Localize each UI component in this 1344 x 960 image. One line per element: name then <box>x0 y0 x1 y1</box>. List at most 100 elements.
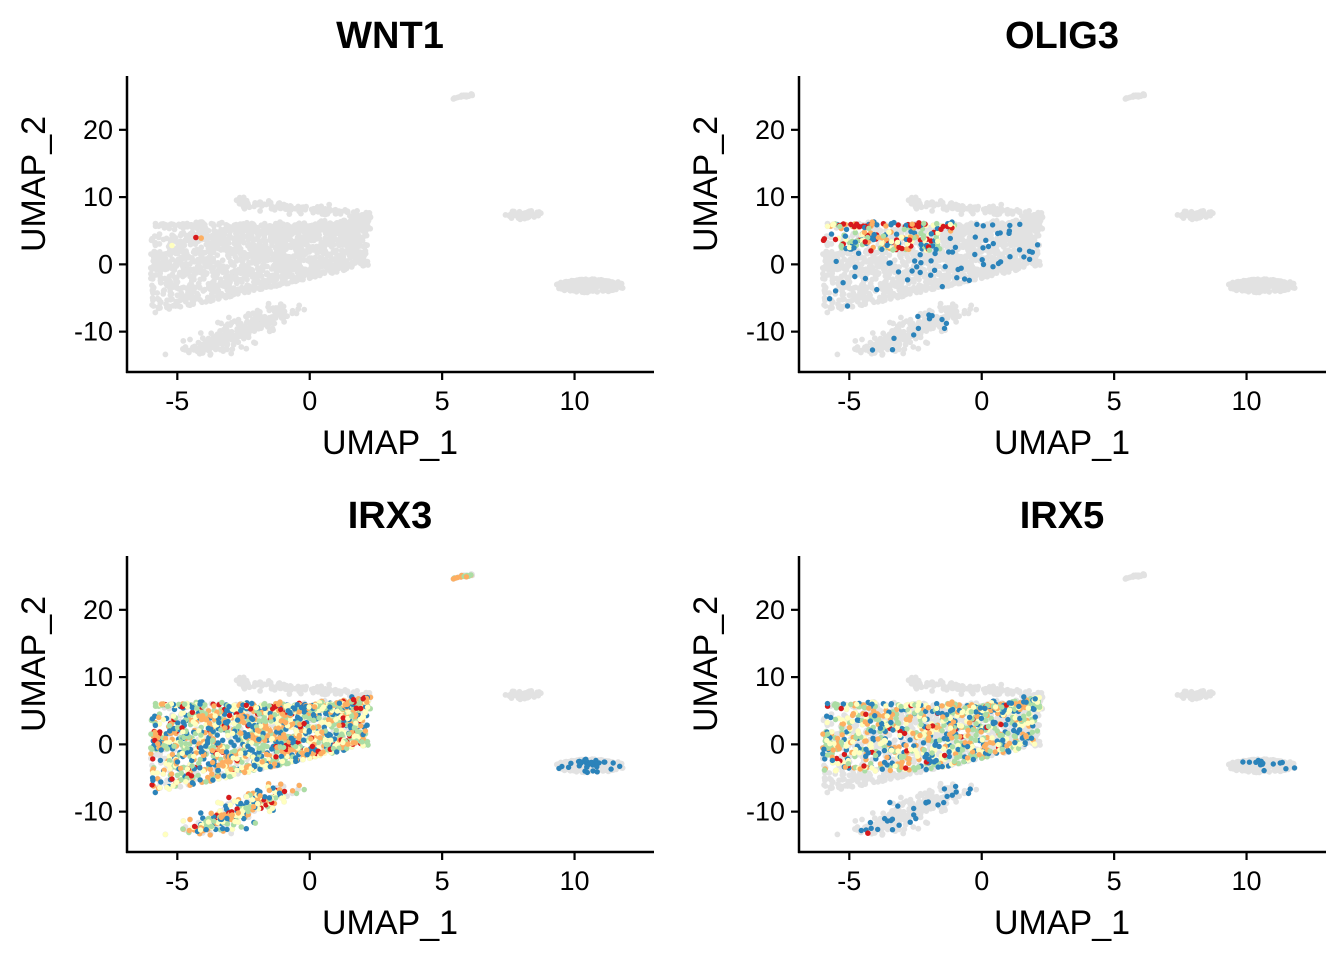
cell-point <box>905 258 912 264</box>
cell-point <box>248 220 255 227</box>
cell-point <box>216 267 223 274</box>
cell-point <box>319 226 326 232</box>
cell-point <box>211 288 218 295</box>
cell-point <box>887 319 893 326</box>
cell-point <box>209 257 216 264</box>
cell-point <box>972 276 978 283</box>
cell-point <box>960 255 967 262</box>
cell-point <box>251 282 258 289</box>
cell-point <box>874 259 880 266</box>
cell-point <box>255 256 262 263</box>
cell-point <box>357 239 363 246</box>
cell-point <box>279 231 286 238</box>
cell-point <box>929 199 935 206</box>
cell-point <box>910 250 916 257</box>
cell-point <box>958 211 965 218</box>
cell-point <box>1014 207 1021 214</box>
cell-point <box>257 199 263 206</box>
cell-point <box>254 276 260 283</box>
cell-point <box>536 209 542 215</box>
cell-point <box>228 286 234 293</box>
cell-point <box>327 257 334 264</box>
cell-point <box>218 334 225 341</box>
cell-point <box>259 278 266 285</box>
cell-point <box>154 260 161 267</box>
cell-point <box>1008 242 1014 249</box>
cell-point <box>858 347 865 354</box>
cell-point <box>869 297 875 303</box>
cell-point <box>152 242 159 249</box>
cell-point <box>964 205 971 212</box>
cell-point <box>260 221 267 228</box>
cell-point <box>251 203 257 210</box>
cell-point <box>923 203 929 210</box>
cell-point <box>238 250 244 257</box>
cell-point <box>223 269 230 275</box>
cell-point <box>318 240 325 247</box>
cell-point <box>846 279 853 285</box>
cell-point <box>868 284 875 291</box>
cell-point <box>939 234 946 240</box>
x-tick-label: 10 <box>560 386 590 416</box>
cell-point <box>190 273 197 280</box>
cell-point <box>957 227 963 234</box>
cell-point <box>266 307 273 314</box>
cell-point <box>215 260 222 266</box>
cell-point <box>973 306 980 313</box>
cell-point <box>317 254 323 261</box>
cell-point <box>254 247 261 254</box>
cell-point <box>345 261 351 268</box>
cell-point <box>219 219 225 226</box>
cell-point <box>896 335 902 342</box>
cell-point <box>245 326 252 333</box>
cell-point <box>829 277 836 284</box>
cell-point <box>212 233 219 239</box>
cell-point <box>202 259 208 266</box>
cell-point <box>209 279 216 286</box>
cell-point <box>921 316 928 323</box>
cell-point <box>881 279 888 286</box>
cell-point <box>515 215 522 222</box>
cell-point <box>148 270 154 277</box>
cell-point <box>306 235 313 242</box>
cell-point <box>364 213 371 220</box>
cell-point <box>306 224 312 230</box>
cell-point <box>854 298 861 305</box>
cell-point <box>211 223 217 229</box>
cell-point <box>961 307 968 314</box>
cell-point <box>298 224 305 231</box>
cell-point <box>266 314 273 321</box>
cell-point <box>924 340 931 346</box>
point-layer <box>819 91 1298 358</box>
cell-point <box>246 241 253 248</box>
cell-point <box>953 308 960 315</box>
cell-point <box>269 255 276 262</box>
cell-point <box>273 273 279 280</box>
cell-point <box>904 338 910 345</box>
cell-point <box>285 227 291 234</box>
cell-point <box>326 241 332 248</box>
cell-point <box>953 318 959 325</box>
cell-point <box>238 344 245 350</box>
x-axis-label: UMAP_1 <box>322 424 458 462</box>
cell-point <box>839 288 846 295</box>
cell-point <box>196 284 203 291</box>
cell-point <box>181 221 188 228</box>
cell-point <box>243 319 250 326</box>
cell-point <box>900 286 906 293</box>
cell-point <box>938 307 945 314</box>
cell-point <box>207 246 213 253</box>
cell-point <box>263 271 270 278</box>
cell-point <box>226 232 233 239</box>
cell-point <box>307 255 314 262</box>
cell-point <box>1029 239 1035 246</box>
cell-point <box>322 206 329 212</box>
cell-point <box>182 298 189 305</box>
cell-point <box>164 297 171 304</box>
cell-point <box>892 283 899 289</box>
cell-point <box>237 320 244 327</box>
cell-point <box>1006 209 1013 215</box>
cell-point <box>234 275 241 282</box>
